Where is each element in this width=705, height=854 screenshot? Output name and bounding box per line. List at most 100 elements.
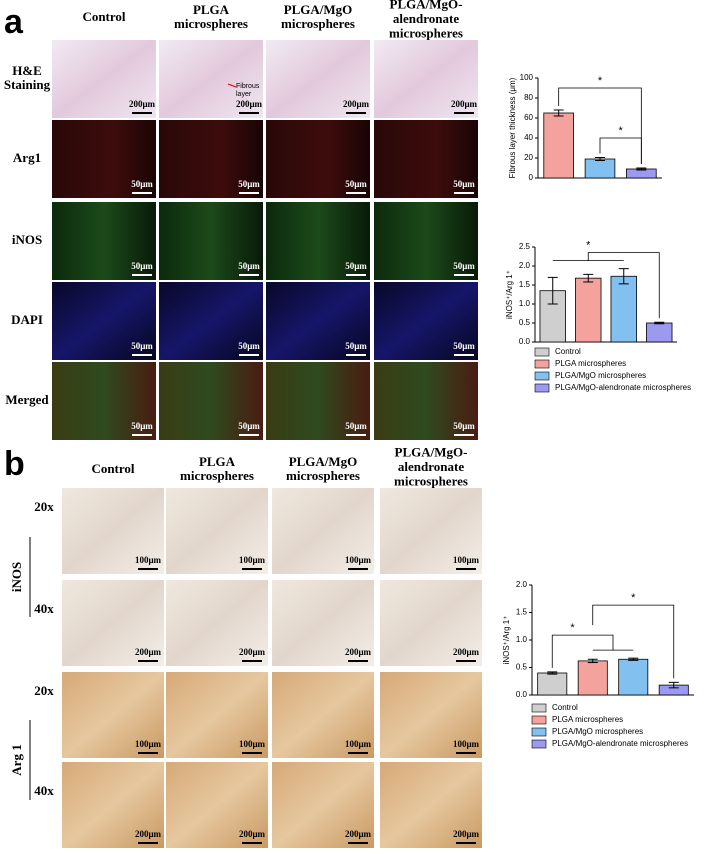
micrograph (374, 202, 478, 280)
legend-label: PLGA/MgO-alendronate microspheres (552, 739, 688, 748)
y-tick-label: 0.5 (519, 318, 531, 327)
significance-label: * (586, 240, 591, 252)
panel-label: a (4, 3, 24, 41)
y-tick-label: 2.0 (516, 580, 528, 589)
bar (646, 322, 673, 343)
scale-bar-label: 50μm (131, 179, 153, 189)
micrograph (52, 40, 156, 118)
row-label: DAPI (11, 312, 43, 327)
scale-bar-label: 200μm (239, 829, 266, 839)
micrograph (159, 40, 263, 118)
magnification: 20x (34, 499, 54, 514)
micrograph (159, 362, 263, 440)
significance-bracket (558, 87, 642, 164)
column-header: PLGA/MgO-alendronate microspheres (389, 0, 463, 40)
bar (584, 158, 616, 179)
micrograph (166, 762, 268, 848)
legend-label: PLGA/MgO microspheres (555, 371, 646, 380)
legend-label: PLGA/MgO-alendronate microspheres (555, 383, 691, 392)
group-label: Arg 1 (9, 744, 24, 775)
micrograph (374, 282, 478, 360)
micrograph (272, 488, 374, 574)
micrograph (380, 580, 482, 666)
y-tick-label: 60 (524, 113, 533, 122)
bar (618, 658, 649, 696)
micrograph (159, 282, 263, 360)
column-header: PLGA/MgO-alendronate microspheres (394, 445, 468, 489)
scale-bar-label: 200μm (451, 99, 478, 109)
scale-bar-label: 50μm (238, 421, 260, 431)
scale-bar-label: 100μm (345, 555, 372, 565)
y-tick-label: 80 (524, 93, 533, 102)
scale-bar-label: 50μm (131, 341, 153, 351)
scale-bar-label: 50μm (345, 421, 367, 431)
scale-bar-label: 100μm (453, 555, 480, 565)
micrograph (374, 40, 478, 118)
scale-bar-label: 50μm (238, 261, 260, 271)
y-tick-label: 2.0 (519, 261, 531, 270)
micrograph (266, 202, 370, 280)
column-header: PLGA microspheres (174, 2, 248, 31)
micrograph (159, 202, 263, 280)
y-tick-label: 1.5 (519, 280, 531, 289)
bar (543, 112, 574, 179)
y-axis-label: iNOS⁺/Arg 1⁺ (502, 616, 511, 665)
micrograph (52, 362, 156, 440)
legend-swatch (531, 703, 547, 713)
significance-bracket (599, 137, 642, 164)
bar (537, 672, 568, 696)
legend-swatch (534, 359, 550, 369)
scale-bar-label: 100μm (239, 739, 266, 749)
panel-label: b (4, 445, 25, 483)
scale-bar-label: 100μm (135, 555, 162, 565)
legend-swatch (534, 347, 550, 357)
row-label: iNOS (12, 232, 42, 247)
legend-label: Control (552, 703, 578, 712)
micrograph (266, 40, 370, 118)
micrograph (272, 762, 374, 848)
y-tick-label: 0.0 (519, 337, 531, 346)
scale-bar-label: 100μm (239, 555, 266, 565)
scale-bar-label: 100μm (345, 739, 372, 749)
y-tick-label: 0.0 (516, 690, 528, 699)
scale-bar-label: 50μm (453, 421, 475, 431)
micrograph (380, 762, 482, 848)
scale-bar-label: 200μm (345, 647, 372, 657)
legend-label: PLGA microspheres (555, 359, 626, 368)
scale-bar-label: 50μm (453, 261, 475, 271)
column-header: Control (82, 9, 125, 24)
micrograph (62, 762, 164, 848)
significance-bracket (587, 252, 660, 319)
scale-bar-label: 200μm (129, 99, 156, 109)
column-header: PLGA/MgO microspheres (286, 454, 360, 483)
scale-bar-label: 50μm (345, 341, 367, 351)
legend-label: PLGA microspheres (552, 715, 623, 724)
magnification: 40x (34, 783, 54, 798)
significance-label: * (570, 622, 575, 634)
scale-bar-label: 50μm (238, 341, 260, 351)
micrograph (166, 488, 268, 574)
bar (575, 277, 602, 343)
scale-bar-label: 200μm (239, 647, 266, 657)
column-header: Control (91, 461, 134, 476)
scale-bar-label: 100μm (135, 739, 162, 749)
legend-swatch (531, 715, 547, 725)
group-label: iNOS (9, 562, 24, 592)
micrograph (166, 672, 268, 758)
scale-bar-label: 200μm (236, 99, 263, 109)
legend-swatch (534, 371, 550, 381)
scale-bar-label: 50μm (131, 261, 153, 271)
micrograph (52, 282, 156, 360)
y-tick-label: 0.5 (516, 663, 528, 672)
legend-swatch (531, 739, 547, 749)
legend-swatch (531, 727, 547, 737)
micrograph (272, 672, 374, 758)
magnification: 20x (34, 683, 54, 698)
micrograph (52, 120, 156, 198)
micrograph (266, 282, 370, 360)
micrograph (272, 580, 374, 666)
legend-swatch (534, 383, 550, 393)
micrograph (62, 580, 164, 666)
row-label: H&E Staining (4, 63, 51, 92)
